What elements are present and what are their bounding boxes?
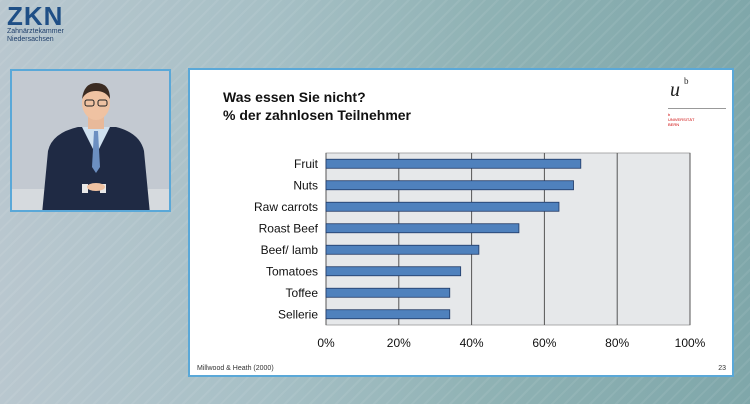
page-number: 23 xyxy=(718,365,726,372)
uni-logo-line2: UNIVERSITÄT xyxy=(668,117,695,122)
speaker-figure xyxy=(12,71,169,210)
bar-chart: 0% 20% 40% 60% 80% 100% Fruit Nuts Raw carrots Ro… xyxy=(254,152,706,350)
uni-logo-mark: u xyxy=(670,79,680,101)
category-label: Tomatoes xyxy=(266,264,318,278)
uni-logo-superscript: b xyxy=(684,76,689,86)
slide-title-line2: % der zahnlosen Teilnehmer xyxy=(223,107,412,123)
category-label: Beef/ lamb xyxy=(261,243,319,257)
slide-title-line1: Was essen Sie nicht? xyxy=(223,89,366,105)
presentation-slide: Was essen Sie nicht? % der zahnlosen Tei… xyxy=(188,68,734,377)
zkn-logo-line2: Niedersachsen xyxy=(7,36,54,43)
uni-logo-text: b UNIVERSITÄT BERN xyxy=(668,112,694,127)
bar xyxy=(325,309,451,320)
uni-logo-rule xyxy=(668,108,726,109)
x-tick-label: 0% xyxy=(317,336,335,350)
slide-title: Was essen Sie nicht? % der zahnlosen Tei… xyxy=(223,88,411,124)
uni-logo-line3: BERN xyxy=(668,122,680,127)
category-label: Roast Beef xyxy=(259,221,319,235)
x-tick-label: 80% xyxy=(605,336,629,350)
uni-bern-logo: u b b UNIVERSITÄT BERN xyxy=(664,76,728,127)
speaker-video xyxy=(10,69,171,212)
bar xyxy=(325,158,582,169)
bar xyxy=(325,180,574,191)
category-label: Nuts xyxy=(293,178,318,192)
x-tick-label: 60% xyxy=(532,336,556,350)
x-tick-label: 100% xyxy=(675,336,706,350)
category-label: Raw carrots xyxy=(254,200,318,214)
uni-logo-line1: b xyxy=(668,112,671,117)
category-label: Toffee xyxy=(286,286,319,300)
category-label: Fruit xyxy=(294,157,319,171)
source-citation: Millwood & Heath (2000) xyxy=(197,365,274,372)
plot-area xyxy=(325,152,691,326)
zkn-logo: ZKN Zahnärztekammer Niedersachsen xyxy=(7,1,77,44)
bar xyxy=(325,244,480,255)
zkn-logo-mark: ZKN xyxy=(7,1,64,31)
bar xyxy=(325,266,462,277)
bar xyxy=(325,223,520,234)
bar xyxy=(325,201,560,212)
bar xyxy=(325,287,451,298)
category-label: Sellerie xyxy=(278,307,318,321)
zkn-logo-line1: Zahnärztekammer xyxy=(7,28,64,35)
x-tick-label: 40% xyxy=(460,336,484,350)
x-tick-label: 20% xyxy=(387,336,411,350)
